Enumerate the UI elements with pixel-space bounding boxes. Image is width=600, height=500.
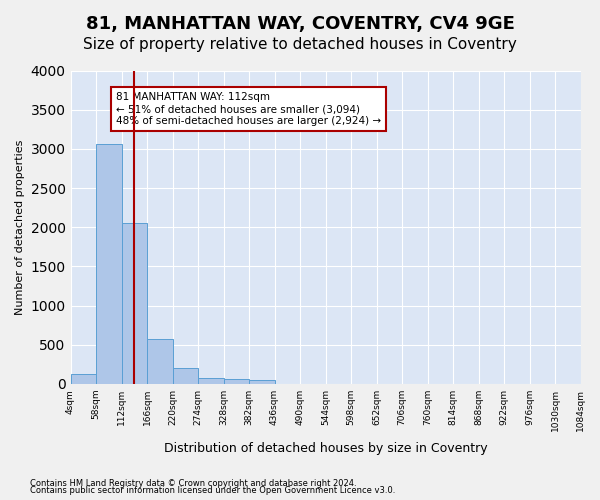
Bar (249, 380, 275, 384)
Bar (173, 368, 198, 384)
Text: Size of property relative to detached houses in Coventry: Size of property relative to detached ho… (83, 38, 517, 52)
X-axis label: Distribution of detached houses by size in Coventry: Distribution of detached houses by size … (164, 442, 487, 455)
Bar (96, 144, 122, 384)
Text: Contains HM Land Registry data © Crown copyright and database right 2024.: Contains HM Land Registry data © Crown c… (30, 478, 356, 488)
Text: 81 MANHATTAN WAY: 112sqm
← 51% of detached houses are smaller (3,094)
48% of sem: 81 MANHATTAN WAY: 112sqm ← 51% of detach… (116, 92, 381, 126)
Bar (71, 374, 96, 384)
Text: 81, MANHATTAN WAY, COVENTRY, CV4 9GE: 81, MANHATTAN WAY, COVENTRY, CV4 9GE (86, 15, 514, 33)
Bar (224, 379, 249, 384)
Y-axis label: Number of detached properties: Number of detached properties (15, 140, 25, 315)
Bar (122, 222, 147, 384)
Bar (198, 378, 224, 384)
Bar (147, 339, 173, 384)
Text: Contains public sector information licensed under the Open Government Licence v3: Contains public sector information licen… (30, 486, 395, 495)
